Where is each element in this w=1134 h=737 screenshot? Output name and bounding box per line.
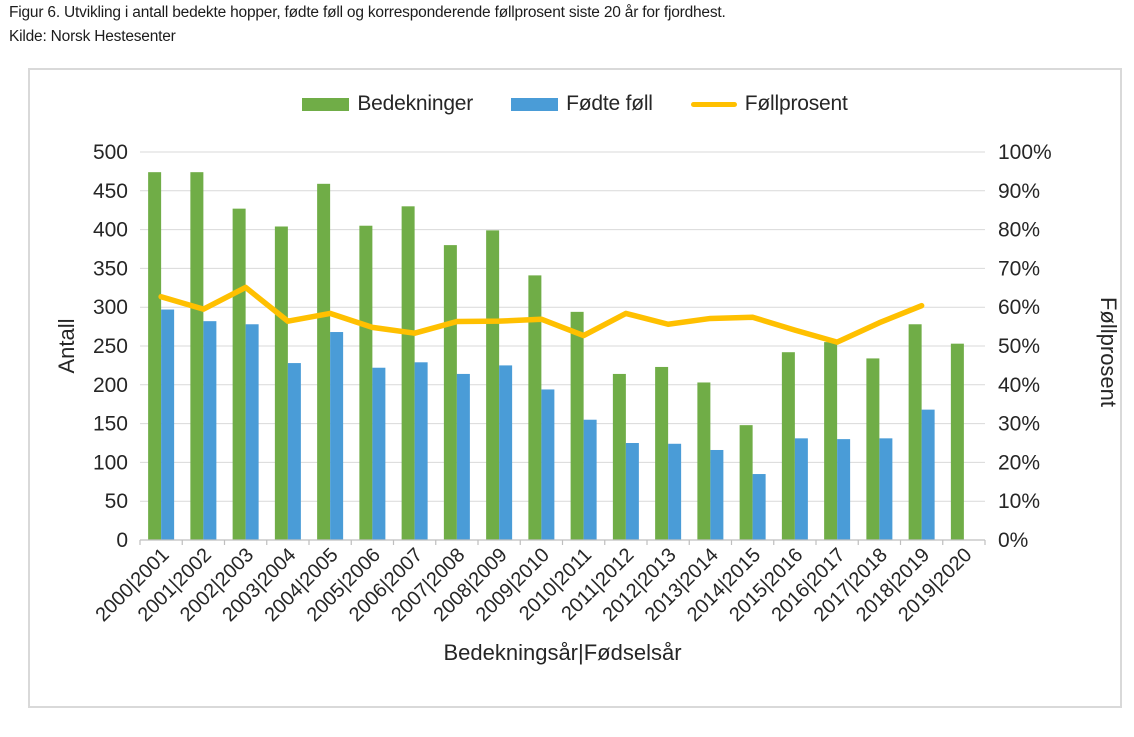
bar-fodte-foll-2009|2010 [541,389,555,540]
right-axis-tick-label: 20% [998,451,1040,474]
right-axis-tick-label: 80% [998,219,1040,242]
bar-bedekninger-2000|2001 [148,172,162,540]
bar-fodte-foll-2002|2003 [245,324,259,540]
bar-bedekninger-2015|2016 [781,352,795,540]
left-axis-title: Antall [54,318,79,373]
right-axis-title: Føllprosent [1096,297,1120,407]
left-axis-tick-label: 200 [93,374,128,397]
figure-caption-source: Kilde: Norsk Hestesenter [9,28,176,45]
left-axis-tick-label: 150 [93,413,128,436]
left-axis-tick-label: 400 [93,219,128,242]
bar-bedekninger-2019|2020 [950,343,964,540]
bar-bedekninger-2013|2014 [697,382,711,540]
figure-caption: Figur 6. Utvikling i antall bedekte hopp… [9,1,1009,49]
bar-bedekninger-2005|2006 [359,225,373,540]
right-axis-tick-label: 60% [998,296,1040,319]
chart-plot: 0 50 100 150 200 250 300 350 400 450 500 0% 10% 20% 30… [54,141,1120,665]
right-axis-tick-label: 50% [998,335,1040,358]
bar-fodte-foll-2014|2015 [752,474,766,540]
bar-bedekninger-2001|2002 [190,172,204,540]
left-axis-tick-label: 0 [116,529,128,552]
x-axis-title: Bedekningsår|Fødselsår [443,640,681,665]
right-axis-tick-label: 100% [998,141,1052,164]
left-axis-tick-label: 100 [93,451,128,474]
bar-bedekninger-2002|2003 [232,208,246,540]
right-axis-tick-label: 30% [998,413,1040,436]
bar-fodte-foll-2013|2014 [710,449,724,540]
bar-fodte-foll-2012|2013 [668,443,682,540]
bar-bedekninger-2011|2012 [612,373,626,540]
bar-bedekninger-2016|2017 [824,342,838,540]
bar-fodte-foll-2018|2019 [921,409,935,540]
bar-bedekninger-2009|2010 [528,275,542,540]
bar-fodte-foll-2006|2007 [414,362,428,540]
left-axis-tick-label: 250 [93,335,128,358]
right-axis-tick-label: 10% [998,490,1040,513]
right-axis-tick-label: 0% [998,529,1028,552]
bar-fodte-foll-2001|2002 [203,321,217,540]
bar-fodte-foll-2000|2001 [161,309,175,540]
left-axis-tick-label: 500 [93,141,128,164]
bar-fodte-foll-2016|2017 [837,439,851,540]
bar-bedekninger-2003|2004 [274,226,288,540]
left-axis-tick-label: 300 [93,296,128,319]
right-axis-tick-label: 90% [998,180,1040,203]
bar-fodte-foll-2015|2016 [794,438,808,540]
bar-fodte-foll-2003|2004 [287,363,301,540]
bar-bedekninger-2014|2015 [739,425,753,540]
figure-caption-title: Figur 6. Utvikling i antall bedekte hopp… [9,4,726,21]
bar-bedekninger-2006|2007 [401,206,415,540]
left-axis-tick-label: 50 [105,490,128,513]
left-axis-tick-label: 450 [93,180,128,203]
left-axis-tick-label: 350 [93,257,128,280]
bar-bedekninger-2012|2013 [655,366,669,540]
bar-fodte-foll-2010|2011 [583,419,597,540]
bar-fodte-foll-2008|2009 [499,365,513,540]
bar-bedekninger-2004|2005 [317,183,331,540]
bar-fodte-foll-2007|2008 [456,373,470,540]
bar-fodte-foll-2005|2006 [372,367,386,540]
bar-fodte-foll-2004|2005 [330,332,344,540]
bar-bedekninger-2017|2018 [866,358,880,540]
chart-container: 0 50 100 150 200 250 300 350 400 450 500 0% 10% 20% 30… [28,68,1122,708]
right-axis-tick-label: 70% [998,257,1040,280]
bar-fodte-foll-2017|2018 [879,438,893,540]
bar-fodte-foll-2011|2012 [625,443,639,540]
right-axis-tick-label: 40% [998,374,1040,397]
follprosent-line [158,284,925,345]
bar-bedekninger-2010|2011 [570,311,584,540]
bar-bedekninger-2007|2008 [443,245,457,540]
bar-bedekninger-2018|2019 [908,324,922,540]
bar-bedekninger-2008|2009 [486,230,500,540]
